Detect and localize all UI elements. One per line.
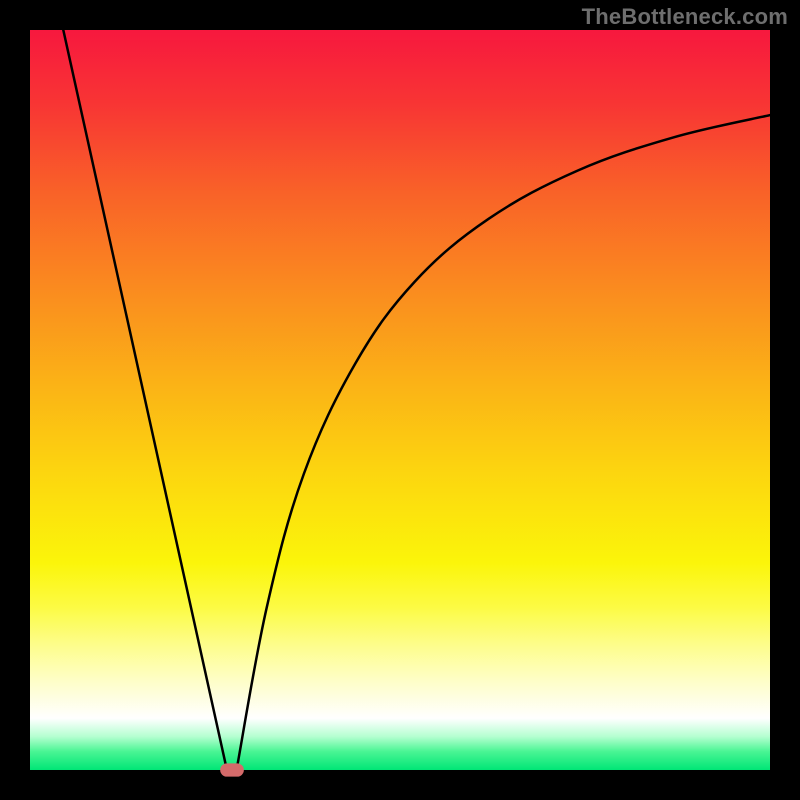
chart-container: TheBottleneck.com <box>0 0 800 800</box>
watermark-text: TheBottleneck.com <box>582 4 788 30</box>
optimum-marker <box>220 763 244 776</box>
bottleneck-chart <box>0 0 800 800</box>
